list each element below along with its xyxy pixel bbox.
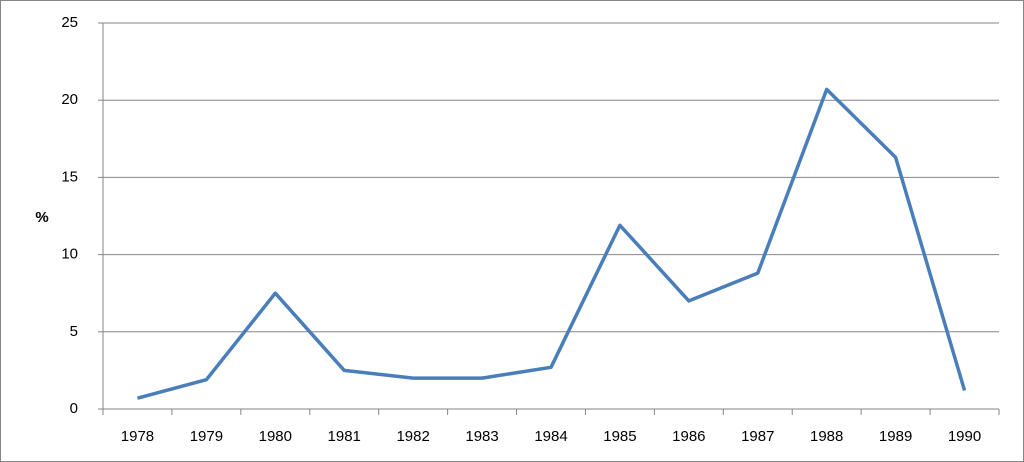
y-tick-label: 15 [61, 168, 78, 185]
x-tick-label: 1981 [328, 428, 361, 445]
x-tick-label: 1989 [879, 428, 912, 445]
x-tick-label: 1978 [121, 428, 154, 445]
x-tick-label: 1980 [259, 428, 292, 445]
y-tick-label: 10 [61, 246, 78, 263]
x-tick-label: 1988 [810, 428, 843, 445]
y-axis-label: % [35, 209, 48, 226]
y-tick-label: 20 [61, 91, 78, 108]
data-line [137, 87, 967, 400]
x-tick-label: 1985 [603, 428, 636, 445]
y-tick-label: 5 [70, 323, 78, 340]
y-tick-label: 0 [70, 400, 78, 417]
x-tick-label: 1983 [465, 428, 498, 445]
x-tick-label: 1987 [741, 428, 774, 445]
x-tick-label: 1990 [948, 428, 981, 445]
x-tick-label: 1982 [396, 428, 429, 445]
x-tick-label: 1979 [190, 428, 223, 445]
y-tick-label: 25 [61, 14, 78, 31]
x-tick-label: 1986 [672, 428, 705, 445]
x-tick-label: 1984 [534, 428, 567, 445]
